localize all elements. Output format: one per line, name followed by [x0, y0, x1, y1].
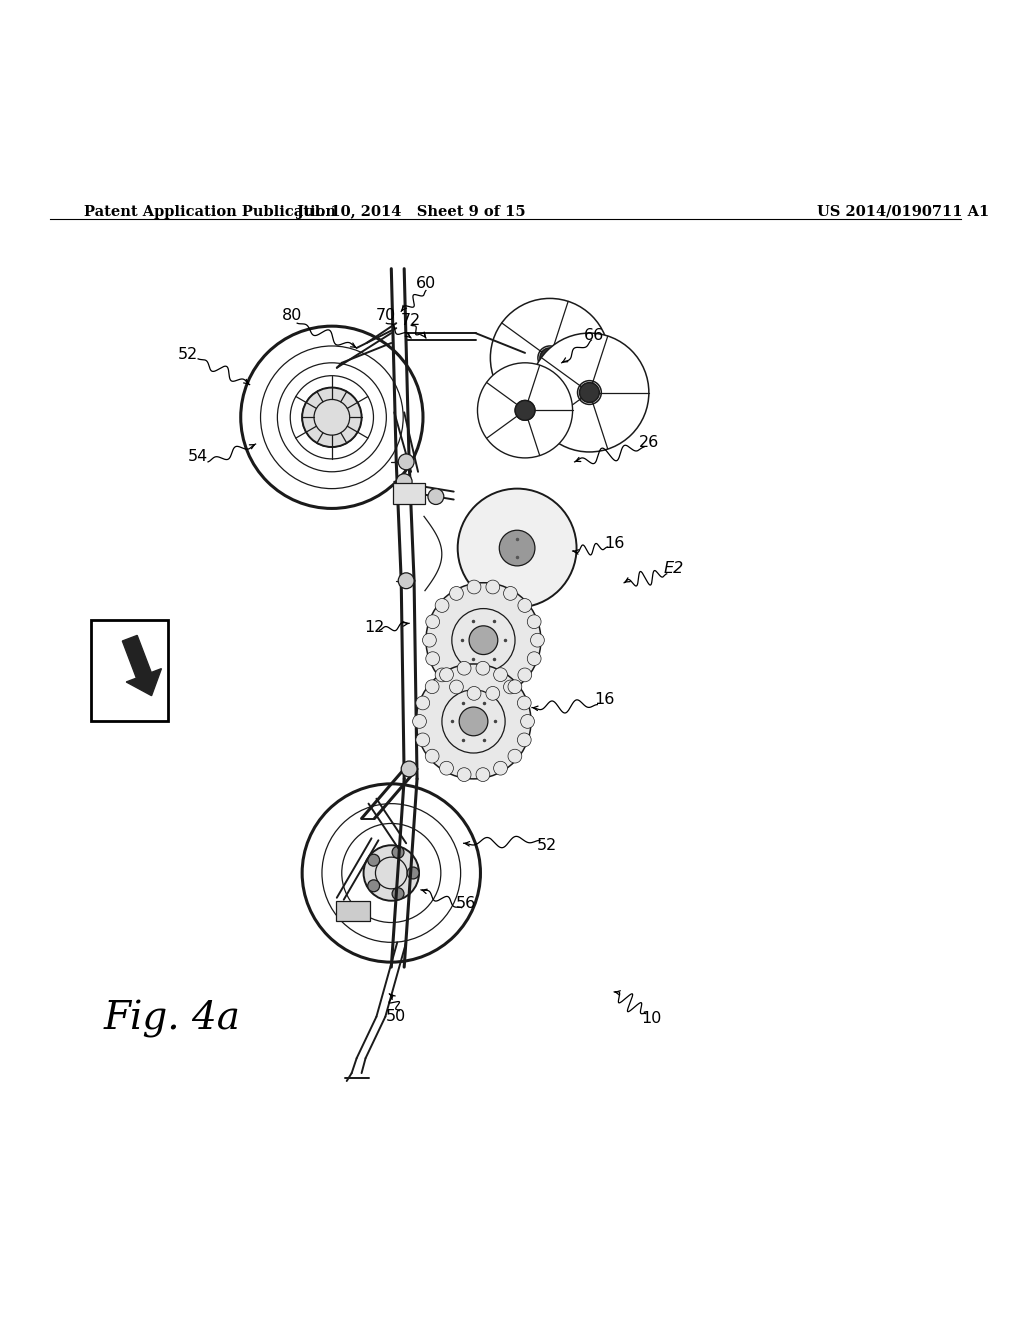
Text: 56: 56 — [456, 896, 476, 911]
Text: 80: 80 — [282, 308, 302, 323]
Circle shape — [401, 762, 417, 777]
Circle shape — [459, 708, 487, 735]
Text: 70: 70 — [376, 308, 396, 323]
Circle shape — [392, 888, 404, 900]
Circle shape — [508, 680, 522, 693]
Circle shape — [439, 668, 454, 681]
Text: 60: 60 — [416, 276, 436, 292]
Text: US 2014/0190711 A1: US 2014/0190711 A1 — [817, 205, 989, 219]
Circle shape — [426, 652, 439, 665]
Text: 66: 66 — [585, 327, 604, 343]
Circle shape — [426, 582, 541, 698]
Circle shape — [504, 680, 517, 694]
Circle shape — [302, 784, 480, 962]
Circle shape — [518, 598, 531, 612]
Circle shape — [435, 598, 449, 612]
Text: E2: E2 — [664, 561, 684, 577]
Circle shape — [515, 400, 535, 420]
Text: 26: 26 — [639, 434, 659, 450]
Circle shape — [467, 686, 481, 701]
Circle shape — [396, 474, 412, 490]
FancyArrow shape — [122, 635, 162, 696]
Circle shape — [508, 750, 522, 763]
Circle shape — [302, 388, 361, 447]
Text: 54: 54 — [188, 449, 208, 465]
Bar — [91, 620, 168, 722]
Text: Patent Application Publication: Patent Application Publication — [84, 205, 336, 219]
Text: 16: 16 — [594, 692, 614, 708]
Circle shape — [486, 686, 500, 701]
Text: 52: 52 — [178, 347, 199, 363]
Circle shape — [398, 454, 414, 470]
Circle shape — [428, 488, 443, 504]
Circle shape — [416, 664, 531, 779]
Circle shape — [458, 768, 471, 781]
Circle shape — [426, 615, 439, 628]
Circle shape — [458, 661, 471, 675]
Circle shape — [469, 626, 498, 655]
Circle shape — [425, 750, 439, 763]
Circle shape — [494, 762, 508, 775]
Circle shape — [580, 383, 599, 403]
Circle shape — [517, 733, 531, 747]
Circle shape — [476, 768, 489, 781]
Circle shape — [408, 867, 419, 879]
Circle shape — [423, 634, 436, 647]
Circle shape — [398, 573, 414, 589]
FancyBboxPatch shape — [336, 900, 370, 920]
Circle shape — [450, 680, 463, 694]
Circle shape — [477, 363, 572, 458]
Circle shape — [504, 586, 517, 601]
Circle shape — [527, 615, 541, 628]
Text: 50: 50 — [386, 1008, 407, 1024]
Text: Jul. 10, 2014   Sheet 9 of 15: Jul. 10, 2014 Sheet 9 of 15 — [297, 205, 525, 219]
Circle shape — [364, 845, 419, 900]
Text: 18: 18 — [136, 663, 157, 677]
Circle shape — [530, 634, 545, 647]
Circle shape — [467, 579, 481, 594]
Text: Fig. 4a: Fig. 4a — [104, 1001, 241, 1039]
Circle shape — [527, 652, 541, 665]
Circle shape — [458, 488, 577, 607]
Circle shape — [241, 326, 423, 508]
Circle shape — [486, 579, 500, 594]
Circle shape — [435, 668, 449, 682]
Circle shape — [520, 714, 535, 729]
Circle shape — [540, 348, 560, 368]
Circle shape — [476, 661, 489, 675]
Circle shape — [500, 531, 535, 566]
Circle shape — [368, 880, 380, 892]
Text: 52: 52 — [537, 838, 557, 853]
Text: 10: 10 — [642, 1011, 663, 1026]
Circle shape — [413, 714, 426, 729]
Circle shape — [530, 333, 649, 451]
Text: 72: 72 — [401, 313, 421, 327]
Circle shape — [368, 854, 380, 866]
Circle shape — [416, 696, 430, 710]
Text: 16: 16 — [604, 536, 625, 550]
Circle shape — [392, 846, 404, 858]
Circle shape — [490, 298, 609, 417]
Circle shape — [450, 586, 463, 601]
Circle shape — [425, 680, 439, 693]
Circle shape — [439, 762, 454, 775]
Circle shape — [416, 733, 430, 747]
FancyBboxPatch shape — [393, 483, 425, 504]
Circle shape — [518, 668, 531, 682]
Circle shape — [494, 668, 508, 681]
Circle shape — [517, 696, 531, 710]
Text: 12: 12 — [365, 620, 385, 635]
